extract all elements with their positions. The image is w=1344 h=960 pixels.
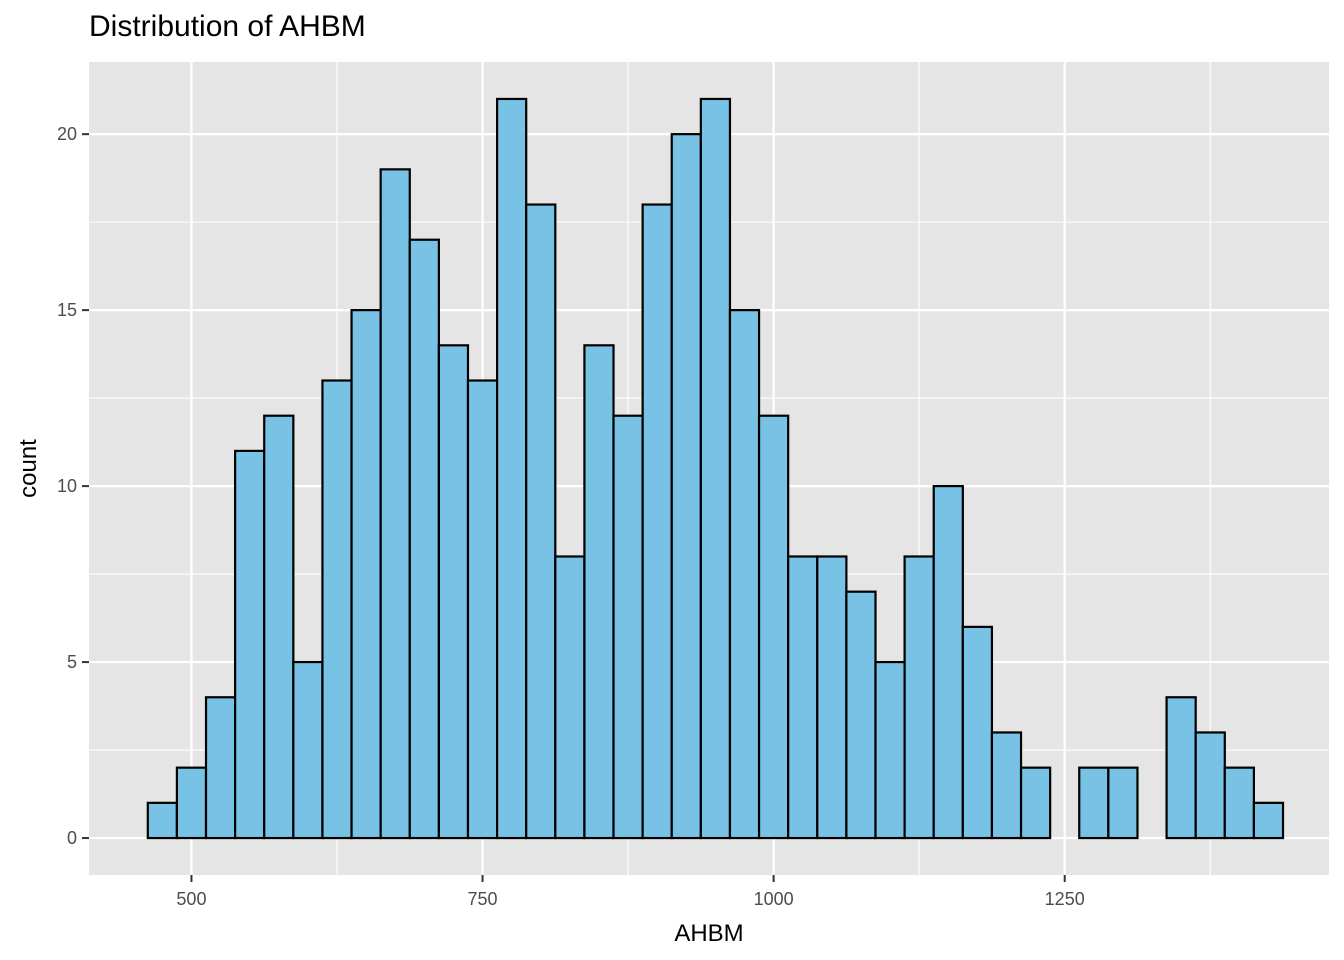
histogram-bar — [263, 414, 295, 840]
histogram-bar — [874, 660, 906, 840]
y-tick-label: 5 — [67, 652, 77, 672]
x-tick-label: 1000 — [754, 889, 794, 909]
histogram-bar — [495, 97, 528, 840]
histogram-bar — [1223, 766, 1256, 840]
histogram-bar — [234, 449, 266, 840]
histogram-bar — [525, 203, 557, 840]
histogram-bar — [379, 168, 411, 840]
histogram-bar — [1165, 696, 1197, 840]
histogram-bar — [699, 97, 732, 840]
histogram-bar — [146, 801, 179, 840]
histogram-bar — [175, 766, 208, 840]
y-axis-ticks: 0 5 10 15 20 — [57, 124, 89, 848]
histogram-bar — [1019, 766, 1052, 840]
x-tick-label: 500 — [176, 889, 206, 909]
x-tick-label: 750 — [468, 889, 498, 909]
histogram-bar — [932, 484, 964, 840]
histogram-bar — [466, 379, 499, 840]
histogram-bar — [1078, 766, 1110, 840]
histogram-bar — [204, 696, 237, 840]
histogram-bar — [728, 309, 761, 840]
histogram-bar — [1194, 731, 1226, 840]
y-tick-label: 20 — [57, 124, 77, 144]
y-tick-label: 10 — [57, 476, 77, 496]
histogram-bar — [787, 555, 819, 840]
histogram-bar — [845, 590, 877, 840]
histogram-bar — [408, 238, 440, 840]
histogram-bar — [903, 555, 935, 840]
histogram-bar — [437, 344, 470, 840]
y-tick-label: 15 — [57, 300, 77, 320]
histogram-bar — [670, 133, 702, 840]
histogram-bar — [350, 309, 382, 840]
histogram-bar — [554, 555, 586, 840]
histogram-bar — [1107, 766, 1139, 840]
histogram-bars — [146, 97, 1285, 840]
x-axis-ticks: 500 750 1000 1250 — [176, 875, 1085, 909]
y-tick-label: 0 — [67, 828, 77, 848]
histogram-bar — [990, 731, 1023, 840]
histogram-bar — [1252, 801, 1285, 840]
x-tick-label: 1250 — [1045, 889, 1085, 909]
histogram-bar — [757, 414, 790, 840]
histogram-bar — [816, 555, 848, 840]
histogram-bar — [321, 379, 353, 840]
histogram-bar — [612, 414, 644, 840]
histogram-bar — [961, 625, 994, 840]
chart-title: Distribution of AHBM — [89, 10, 366, 43]
histogram-bar — [583, 344, 615, 840]
x-axis-title: AHBM — [674, 920, 743, 947]
y-axis-title: count — [15, 439, 42, 498]
histogram-bar — [292, 660, 324, 840]
histogram-bar — [641, 203, 673, 840]
